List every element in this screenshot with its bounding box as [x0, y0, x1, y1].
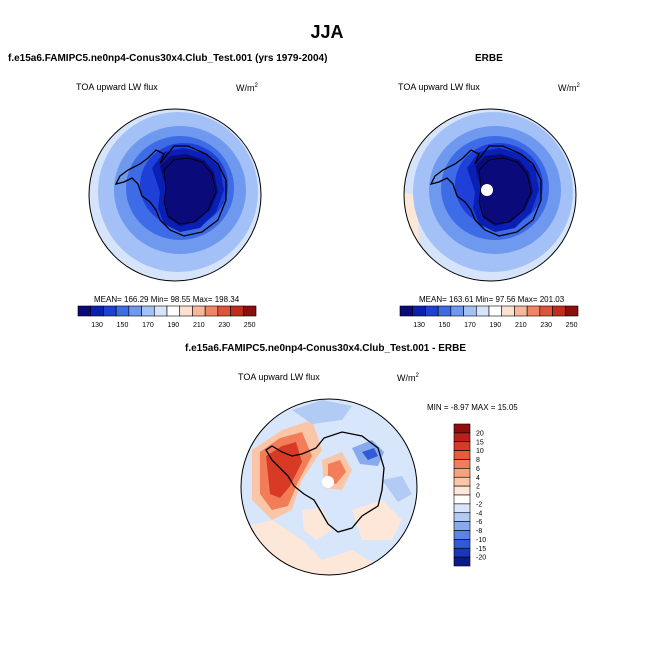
colorbar-cell: [453, 539, 471, 549]
colorbar-cell: [453, 476, 471, 487]
colorbar-cell: [453, 468, 471, 478]
colorbar-cell: [453, 512, 471, 522]
colorbar-cell: [90, 305, 104, 317]
obs-polar-map: [403, 108, 577, 282]
colorbar-cell: [463, 305, 477, 317]
colorbar-cell: [77, 305, 92, 317]
colorbar-cell: [453, 441, 471, 451]
model-variable-label: TOA upward LW flux: [76, 82, 158, 92]
colorbar-cell: [242, 305, 257, 317]
model-units-label: W/m2: [236, 83, 258, 93]
colorbar-cell: [488, 305, 503, 317]
colorbar-tick-label: 4: [476, 475, 480, 482]
colorbar-cell: [166, 305, 181, 317]
colorbar-cell: [453, 521, 471, 531]
obs-stats: MEAN= 163.61 Min= 97.56 Max= 201.03: [419, 295, 565, 304]
colorbar-cell: [453, 423, 471, 434]
diff-stats: MIN = -8.97 MAX = 15.05: [427, 403, 518, 412]
colorbar-cell: [217, 305, 231, 317]
colorbar-cell: [453, 459, 471, 469]
colorbar-tick-label: 250: [244, 322, 256, 329]
obs-units-label: W/m2: [558, 83, 580, 93]
diff-run-title: f.e15a6.FAMIPC5.ne0np4-Conus30x4.Club_Te…: [185, 343, 467, 354]
diff-units-label: W/m2: [397, 373, 419, 383]
colorbar-tick-label: 130: [413, 322, 425, 329]
model-run-title: f.e15a6.FAMIPC5.ne0np4-Conus30x4.Club_Te…: [8, 53, 328, 64]
diff-variable-label: TOA upward LW flux: [238, 372, 320, 382]
colorbar-cell: [437, 305, 452, 317]
colorbar-cell: [425, 305, 439, 317]
colorbar-cell: [552, 305, 566, 317]
colorbar-cell: [453, 494, 471, 505]
colorbar-tick-label: 170: [142, 322, 154, 329]
colorbar-cell: [453, 530, 471, 540]
colorbar-cell: [399, 305, 414, 317]
colorbar-tick-label: 10: [476, 448, 484, 455]
colorbar-cell: [128, 305, 142, 317]
colorbar-cell: [450, 305, 464, 317]
colorbar-tick-label: 8: [476, 457, 480, 464]
colorbar-cell: [514, 305, 528, 317]
colorbar-tick-label: -8: [476, 528, 482, 535]
colorbar-tick-label: -15: [476, 546, 486, 553]
colorbar-tick-label: 210: [193, 322, 205, 329]
colorbar-cell: [103, 305, 117, 317]
colorbar-tick-label: 170: [464, 322, 476, 329]
colorbar-tick-label: 190: [490, 322, 502, 329]
colorbar-tick-label: -4: [476, 510, 482, 517]
model-colorbar: 130150170190210230250270: [77, 305, 257, 329]
colorbar-tick-label: -20: [476, 555, 486, 562]
colorbar-cell: [526, 305, 541, 317]
colorbar-cell: [539, 305, 553, 317]
colorbar-cell: [141, 305, 155, 317]
colorbar-cell: [475, 305, 490, 317]
obs-run-title: ERBE: [475, 53, 503, 64]
model-polar-map: [88, 108, 262, 282]
colorbar-tick-label: -10: [476, 537, 486, 544]
page-title: JJA: [310, 22, 344, 42]
colorbar-cell: [501, 305, 515, 317]
colorbar-cell: [453, 432, 471, 443]
colorbar-cell: [453, 450, 471, 460]
colorbar-cell: [453, 503, 471, 514]
colorbar-tick-label: 15: [476, 439, 484, 446]
colorbar-tick-label: 2: [476, 484, 480, 491]
colorbar-tick-label: 210: [515, 322, 527, 329]
colorbar-tick-label: 130: [91, 322, 103, 329]
colorbar-cell: [230, 305, 244, 317]
colorbar-cell: [115, 305, 130, 317]
colorbar-cell: [179, 305, 193, 317]
colorbar-cell: [453, 485, 471, 496]
colorbar-cell: [564, 305, 579, 317]
colorbar-tick-label: 150: [439, 322, 451, 329]
colorbar-cell: [204, 305, 219, 317]
colorbar-tick-label: 150: [117, 322, 129, 329]
model-stats: MEAN= 166.29 Min= 98.55 Max= 198.34: [94, 295, 240, 304]
diff-polar-map: [240, 398, 418, 576]
colorbar-cell: [192, 305, 206, 317]
obs-variable-label: TOA upward LW flux: [398, 82, 480, 92]
colorbar-tick-label: 190: [168, 322, 180, 329]
obs-colorbar: 130150170190210230250270: [399, 305, 579, 329]
colorbar-cell: [453, 547, 471, 558]
colorbar-tick-label: 6: [476, 466, 480, 473]
colorbar-tick-label: -6: [476, 519, 482, 526]
colorbar-tick-label: 230: [540, 322, 552, 329]
colorbar-tick-label: 230: [218, 322, 230, 329]
colorbar-tick-label: 0: [476, 493, 480, 500]
colorbar-tick-label: 20: [476, 430, 484, 437]
colorbar-cell: [153, 305, 168, 317]
colorbar-tick-label: 250: [566, 322, 578, 329]
colorbar-cell: [412, 305, 426, 317]
colorbar-cell: [453, 556, 471, 567]
colorbar-tick-label: -2: [476, 501, 482, 508]
